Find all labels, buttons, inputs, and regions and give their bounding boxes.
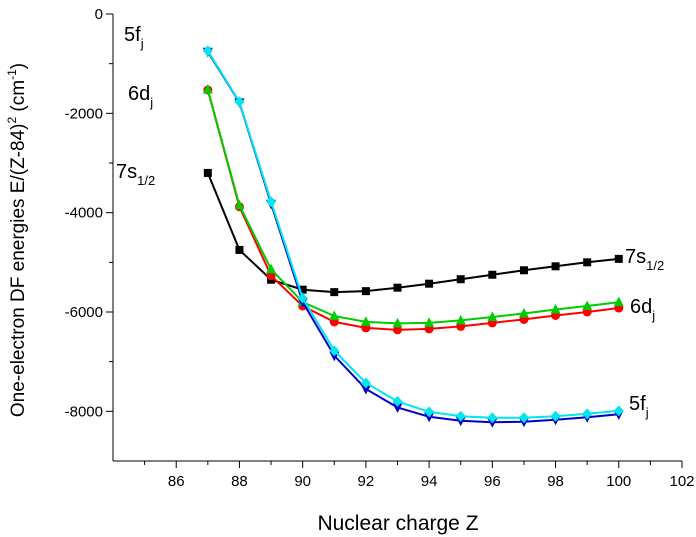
y-axis-label: One-electron DF energies E/(Z-84)2 (cm-1…: [5, 63, 29, 417]
data-point-7s: [393, 283, 402, 292]
data-point-5f-cyan: [392, 395, 403, 407]
data-point-5f-cyan: [329, 345, 340, 357]
data-point-6d-red: [393, 325, 402, 335]
data-point-6d-green: [455, 314, 466, 325]
y-axis-label-exp: 2: [5, 117, 19, 124]
data-point-5f-cyan: [550, 410, 561, 422]
label-7s-left: 7s1/2: [116, 161, 155, 188]
series-line-5f-cyan: [206, 50, 619, 419]
data-point-7s: [203, 168, 212, 177]
data-point-7s: [519, 266, 528, 275]
label-6d-left: 6dj: [128, 83, 153, 110]
x-tick-label: 92: [358, 473, 375, 490]
y-axis-label-main: One-electron DF energies E/(Z-84): [8, 124, 29, 418]
data-point-5f-cyan: [487, 412, 498, 424]
label-5f-right: 5fj: [629, 393, 649, 420]
x-tick-label: 102: [669, 473, 694, 490]
y-tick-label: 0: [95, 6, 103, 23]
series-line-5f-blue: [206, 51, 619, 424]
data-point-5f-cyan: [266, 196, 277, 208]
series-layer: [202, 45, 624, 428]
y-tick-label: -2000: [65, 105, 103, 122]
data-point-6d-green: [360, 316, 371, 326]
series-6d-green: [202, 83, 624, 328]
axes: 86 88 90 92 94 96 98 100 102 0 -2000 -4000 -6000 -800…: [65, 6, 695, 490]
data-point-5f-blue: [392, 403, 403, 413]
y-tick-label: -6000: [65, 304, 103, 321]
data-point-7s: [614, 254, 623, 263]
data-point-5f-blue: [360, 384, 371, 395]
data-point-6d-green: [518, 307, 529, 318]
y-tick-label: -8000: [65, 403, 103, 420]
data-point-6d-green: [329, 310, 340, 320]
label-6d-right: 6dj: [630, 296, 655, 323]
data-point-7s: [235, 245, 244, 254]
y-axis-label-unit-open: (cm: [8, 80, 29, 117]
data-point-7s: [456, 275, 465, 284]
y-tick-label: -4000: [65, 205, 103, 222]
y-axis-label-unit-close: ): [8, 63, 29, 69]
data-point-7s: [298, 285, 307, 294]
series-5f-blue: [202, 47, 624, 428]
data-point-7s: [425, 279, 434, 288]
data-point-6d-green: [613, 296, 624, 307]
label-7s-right: 7s1/2: [625, 246, 664, 273]
data-point-6d-green: [424, 317, 435, 327]
x-tick-label: 100: [606, 473, 631, 490]
label-5f-top: 5fj: [124, 24, 144, 51]
x-axis-label: Nuclear charge Z: [317, 512, 478, 535]
data-point-5f-cyan: [360, 377, 371, 389]
data-point-5f-cyan: [518, 412, 529, 424]
data-point-6d-green: [266, 263, 277, 274]
x-tick-label: 96: [484, 473, 501, 490]
data-point-5f-cyan: [234, 96, 245, 108]
x-tick-label: 90: [294, 473, 311, 490]
data-point-6d-green: [392, 317, 403, 328]
data-point-7s: [488, 270, 497, 279]
y-axis-label-unit-exp: -1: [5, 69, 19, 80]
data-point-6d-green: [582, 300, 593, 311]
data-point-6d-green: [202, 83, 213, 94]
data-point-6d-green: [487, 311, 498, 321]
data-point-5f-cyan: [297, 292, 308, 304]
x-tick-label: 94: [421, 473, 438, 490]
data-point-5f-cyan: [424, 406, 435, 418]
x-tick-label: 86: [168, 473, 185, 490]
data-point-6d-red: [266, 271, 276, 281]
series-6d-red: [203, 85, 624, 335]
data-point-5f-cyan: [613, 405, 624, 417]
series-line-6d-green: [206, 89, 619, 325]
series-5f-cyan: [202, 45, 624, 424]
data-point-5f-cyan: [582, 408, 593, 420]
data-point-5f-blue: [424, 412, 435, 423]
data-point-7s: [583, 258, 592, 267]
data-point-7s: [361, 287, 370, 296]
data-point-7s: [551, 262, 560, 271]
data-point-6d-green: [234, 199, 245, 210]
x-tick-label: 98: [547, 473, 564, 490]
data-point-5f-cyan: [455, 410, 466, 422]
x-tick-label: 88: [231, 473, 248, 490]
data-point-5f-cyan: [202, 45, 213, 57]
data-point-6d-green: [550, 304, 561, 314]
series-line-6d-red: [206, 89, 619, 331]
data-point-7s: [330, 288, 339, 297]
